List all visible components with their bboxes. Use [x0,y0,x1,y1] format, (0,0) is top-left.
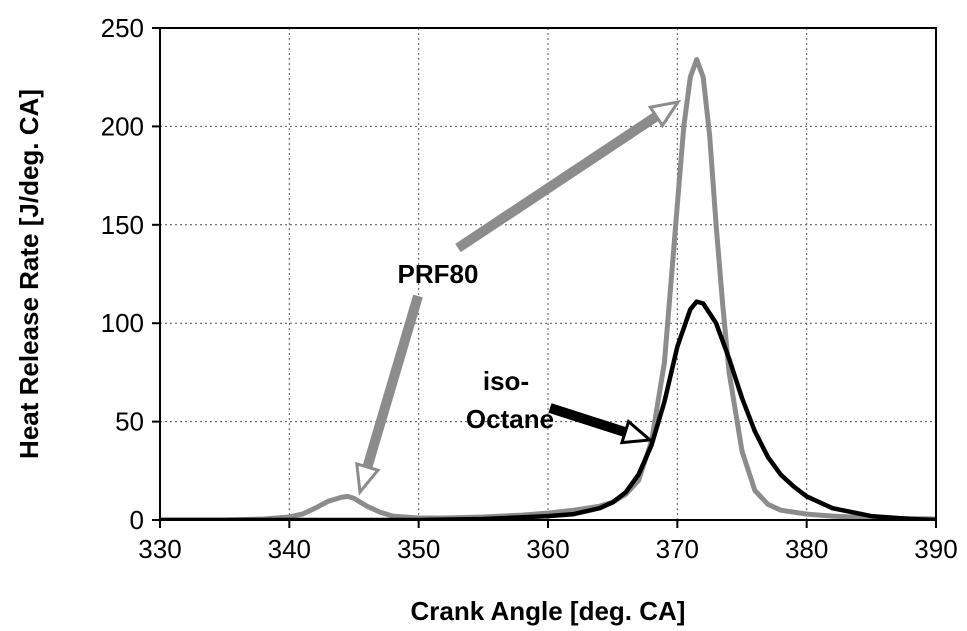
y-tick-label: 250 [101,13,144,43]
x-tick-label: 330 [138,534,181,564]
series-line-iso-octane [160,299,936,520]
iso-octane-annotation-line1: iso- [483,366,529,396]
iso-octane-annotation-line2: Octane [466,404,554,434]
x-tick-label: 370 [656,534,699,564]
prf80-annotation: PRF80 [398,259,479,289]
series-layer [160,57,936,520]
y-tick-label: 150 [101,210,144,240]
x-tick-label: 380 [785,534,828,564]
x-tick-label: 350 [397,534,440,564]
x-axis-title: Crank Angle [deg. CA] [411,596,686,626]
annotation-arrows [355,99,682,496]
y-tick-label: 100 [101,308,144,338]
y-tick-label: 50 [115,407,144,437]
ticks: 330 340 350 360 370 380 390 0 50 100 150 200 250 [101,13,958,564]
gridlines [160,28,936,520]
y-tick-label: 0 [130,505,144,535]
x-tick-label: 360 [526,534,569,564]
x-tick-label: 390 [914,534,957,564]
prf80-arrow-to-first-peak [355,294,423,496]
y-axis-title: Heat Release Rate [J/deg. CA] [14,89,44,459]
x-tick-label: 340 [268,534,311,564]
prf80-arrow-to-main-peak [455,99,682,253]
y-tick-label: 200 [101,111,144,141]
iso-octane-arrow [548,403,654,445]
